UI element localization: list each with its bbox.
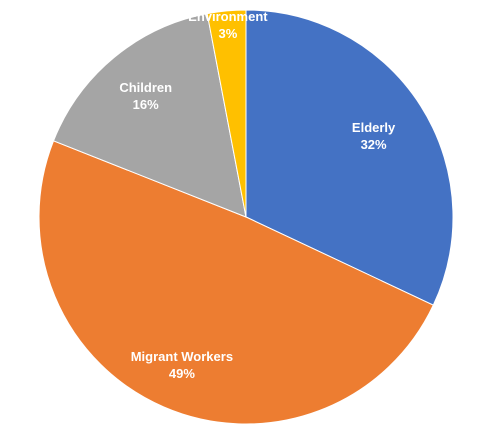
pie-slice-migrant-workers (38, 140, 434, 425)
data-label-migrant-workers: Migrant Workers 49% (131, 348, 233, 382)
data-label-percent: 3% (218, 26, 238, 42)
pie-slice-environment (206, 9, 247, 218)
pie-slice-children (52, 13, 247, 218)
data-label-category: Migrant Workers (130, 349, 234, 365)
data-label-category: Children (119, 79, 173, 95)
data-label-environment: Environment 3% (188, 8, 267, 42)
data-label-category: Environment (188, 9, 268, 25)
data-label-children: Children 16% (119, 79, 172, 113)
data-label-category: Elderly (351, 120, 396, 135)
pie-slice-elderly (245, 9, 454, 306)
data-label-percent: 16% (132, 96, 159, 112)
data-label-percent: 49% (168, 366, 195, 382)
data-label-percent: 32% (360, 137, 387, 152)
data-label-elderly: Elderly 32% (352, 119, 395, 153)
